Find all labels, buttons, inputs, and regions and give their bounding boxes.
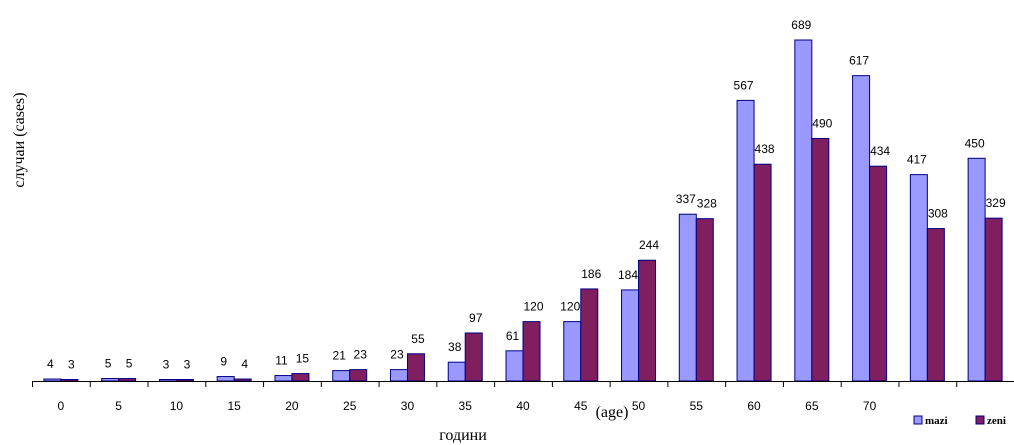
- bar-zeni: [349, 369, 368, 382]
- x-tick-label: 25: [343, 399, 357, 413]
- x-tick-label: 20: [285, 399, 299, 413]
- bar-zeni: [522, 321, 541, 382]
- bar-zeni: [464, 332, 483, 382]
- value-label-zeni: 3: [68, 358, 75, 372]
- x-tick-label: 70: [863, 399, 877, 413]
- x-axis-title: години: [439, 427, 487, 444]
- bar-mazi: [678, 213, 697, 382]
- value-label-mazi: 567: [734, 78, 754, 92]
- bars-layer: [43, 39, 1003, 382]
- bar-zeni: [753, 163, 772, 382]
- value-label-zeni: 4: [241, 357, 248, 371]
- x-tick-label: 50: [632, 399, 646, 413]
- bar-mazi: [389, 369, 408, 382]
- bar-mazi: [967, 157, 986, 382]
- value-label-mazi: 21: [333, 349, 347, 363]
- value-label-zeni: 23: [354, 348, 368, 362]
- x-tick-label: 15: [227, 399, 241, 413]
- value-label-zeni: 55: [411, 332, 425, 346]
- value-label-zeni: 97: [469, 311, 483, 325]
- value-label-zeni: 490: [812, 116, 832, 130]
- value-label-mazi: 120: [560, 300, 580, 314]
- bar-zeni: [406, 353, 425, 382]
- bar-mazi: [158, 379, 177, 382]
- value-label-mazi: 689: [791, 18, 811, 32]
- bar-mazi: [621, 289, 640, 382]
- value-label-mazi: 38: [448, 340, 462, 354]
- bar-mazi: [332, 370, 351, 382]
- bar-mazi: [794, 39, 813, 382]
- x-ticks-layer: 0 5 10 15 20 25 30 35 40 45 50 55 60 65 70: [32, 381, 958, 413]
- value-label-mazi: 4: [47, 357, 54, 371]
- bar-mazi: [909, 174, 928, 382]
- value-label-zeni: 434: [870, 144, 890, 158]
- x-tick-label: 65: [805, 399, 819, 413]
- x-axis-age-note: (age): [596, 404, 629, 421]
- value-label-mazi: 5: [105, 357, 112, 371]
- bar-zeni: [175, 379, 194, 382]
- value-label-mazi: 617: [849, 54, 869, 68]
- x-tick-label: 40: [516, 399, 530, 413]
- value-label-mazi: 337: [676, 192, 696, 206]
- bar-mazi: [736, 99, 755, 382]
- legend-swatch-zeni: [975, 415, 985, 425]
- x-tick-label: 45: [574, 399, 588, 413]
- bar-mazi: [505, 350, 524, 382]
- value-label-zeni: 438: [755, 142, 775, 156]
- value-label-mazi: 9: [220, 355, 227, 369]
- bar-zeni: [695, 218, 714, 382]
- bar-zeni: [984, 217, 1003, 382]
- bar-zeni: [869, 165, 888, 382]
- x-tick-label: 55: [690, 399, 704, 413]
- value-label-mazi: 61: [506, 329, 520, 343]
- bar-zeni: [926, 228, 945, 382]
- x-tick-label: 60: [747, 399, 761, 413]
- bar-mazi: [43, 378, 62, 382]
- legend-label-zeni: zeni: [987, 415, 1006, 427]
- value-label-mazi: 3: [163, 358, 170, 372]
- bar-zeni: [811, 137, 830, 382]
- value-label-zeni: 120: [523, 300, 543, 314]
- value-label-zeni: 5: [126, 357, 133, 371]
- value-label-mazi: 450: [965, 136, 985, 150]
- value-label-mazi: 23: [390, 348, 404, 362]
- legend-swatch-mazi: [913, 415, 923, 425]
- bar-mazi: [447, 361, 466, 382]
- value-label-mazi: 11: [275, 354, 288, 368]
- value-label-zeni: 244: [639, 238, 659, 252]
- value-label-mazi: 417: [907, 153, 927, 167]
- x-tick-label: 0: [58, 399, 65, 413]
- bar-zeni: [60, 379, 79, 382]
- value-label-zeni: 186: [581, 267, 601, 281]
- bar-zeni: [233, 378, 252, 382]
- bar-zeni: [638, 259, 657, 382]
- bar-mazi: [852, 75, 871, 382]
- x-tick-label: 5: [115, 399, 122, 413]
- bar-mazi: [101, 378, 120, 382]
- value-label-zeni: 329: [986, 196, 1006, 210]
- bar-zeni: [291, 373, 310, 382]
- bar-zeni: [580, 288, 599, 382]
- bar-zeni: [118, 378, 137, 382]
- bar-mazi: [216, 376, 235, 382]
- value-label-zeni: 328: [697, 197, 717, 211]
- y-axis-title: случаи (cases): [11, 92, 28, 187]
- x-tick-label: 35: [459, 399, 473, 413]
- x-tick-label: 30: [401, 399, 415, 413]
- value-label-zeni: 308: [928, 207, 948, 221]
- legend: mazi zeni: [913, 415, 1006, 427]
- value-label-mazi: 184: [618, 268, 638, 282]
- x-tick-label: 10: [170, 399, 184, 413]
- value-label-zeni: 3: [184, 358, 191, 372]
- legend-label-mazi: mazi: [925, 415, 948, 427]
- value-label-zeni: 15: [296, 352, 310, 366]
- bar-mazi: [274, 375, 293, 382]
- bar-mazi: [563, 321, 582, 382]
